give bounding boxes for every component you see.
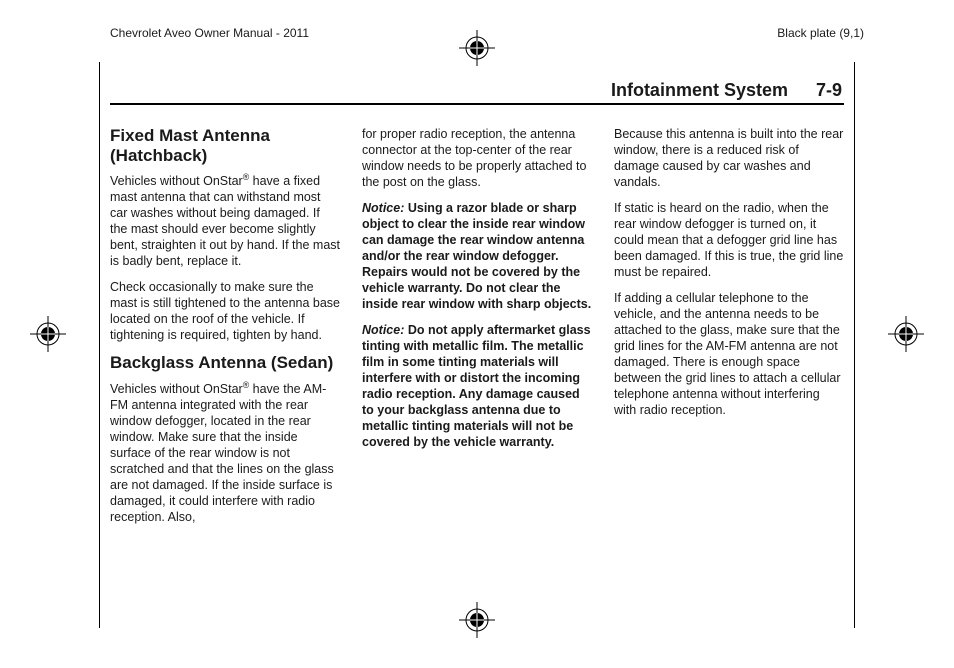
text: Vehicles without OnStar <box>110 174 243 188</box>
text: Vehicles without OnStar <box>110 382 243 396</box>
registration-mark-right <box>888 316 924 352</box>
para-cell-phone: If adding a cellular telephone to the ve… <box>614 290 844 418</box>
header-right: Black plate (9,1) <box>777 26 864 40</box>
crop-rule-left <box>99 62 100 628</box>
heading-backglass: Backglass Antenna (Sedan) <box>110 353 340 373</box>
header-left: Chevrolet Aveo Owner Manual - 2011 <box>110 26 309 40</box>
para-built-in: Because this antenna is built into the r… <box>614 126 844 190</box>
column-1: Fixed Mast Antenna (Hatchback) Vehicles … <box>110 126 340 608</box>
section-page-number: 7-9 <box>816 80 842 101</box>
notice-body: Do not apply aftermarket glass tinting w… <box>362 323 591 449</box>
column-2: for proper radio reception, the antenna … <box>362 126 592 608</box>
text: have a fixed mast antenna that can withs… <box>110 174 340 268</box>
notice-label: Notice: <box>362 201 404 215</box>
heading-fixed-mast: Fixed Mast Antenna (Hatchback) <box>110 126 340 165</box>
section-header: Infotainment System 7-9 <box>611 80 842 101</box>
registration-mark-top <box>459 30 495 66</box>
crop-rule-right <box>854 62 855 628</box>
notice-body: Using a razor blade or sharp object to c… <box>362 201 591 311</box>
para-fixed-mast-2: Check occasionally to make sure the mast… <box>110 279 340 343</box>
para-static: If static is heard on the radio, when th… <box>614 200 844 280</box>
content-area: Fixed Mast Antenna (Hatchback) Vehicles … <box>110 126 844 608</box>
para-connector: for proper radio reception, the antenna … <box>362 126 592 190</box>
notice-label: Notice: <box>362 323 404 337</box>
para-fixed-mast-1: Vehicles without OnStar® have a fixed ma… <box>110 172 340 269</box>
column-3: Because this antenna is built into the r… <box>614 126 844 608</box>
para-notice-1: Notice: Using a razor blade or sharp obj… <box>362 200 592 312</box>
para-backglass-1: Vehicles without OnStar® have the AM-FM … <box>110 380 340 525</box>
section-rule <box>110 103 844 105</box>
registration-mark-left <box>30 316 66 352</box>
section-title-text: Infotainment System <box>611 80 788 101</box>
para-notice-2: Notice: Do not apply aftermarket glass t… <box>362 322 592 450</box>
text: have the AM-FM antenna integrated with t… <box>110 382 334 524</box>
